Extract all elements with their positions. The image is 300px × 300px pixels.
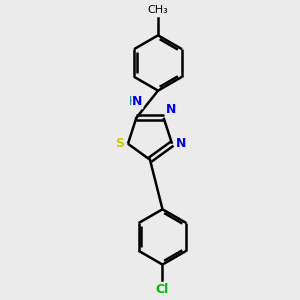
Text: CH₃: CH₃ [148, 5, 168, 15]
Text: N: N [165, 103, 176, 116]
Text: N: N [132, 95, 143, 109]
Text: Cl: Cl [156, 283, 169, 296]
Text: S: S [116, 137, 124, 150]
Text: N: N [176, 137, 186, 150]
Text: H: H [129, 95, 137, 109]
